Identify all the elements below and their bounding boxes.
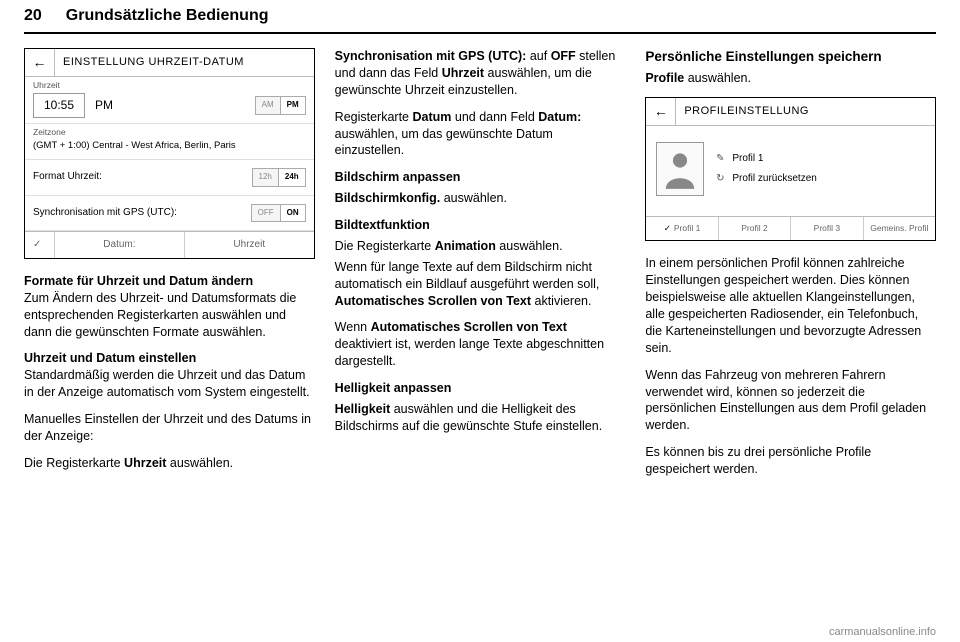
- col3-h1: Persönliche Einstellungen speichern: [645, 48, 936, 66]
- col2-p1: Synchronisation mit GPS (UTC): auf OFF s…: [335, 48, 626, 99]
- content-columns: ← EINSTELLUNG UHRZEIT-DATUM Uhrzeit 10:5…: [24, 48, 936, 620]
- format-toggle[interactable]: 12h 24h: [252, 168, 306, 187]
- profile-actions: ✎ Profil 1 ↻ Profil zurücksetzen: [714, 149, 925, 188]
- sync-toggle[interactable]: OFF ON: [251, 204, 306, 223]
- col1-p1-heading: Formate für Uhrzeit und Datum ändern: [24, 274, 253, 288]
- time-value-box[interactable]: 10:55: [33, 93, 85, 117]
- screen1-title: EINSTELLUNG UHRZEIT-DATUM: [55, 49, 314, 76]
- edit-profile-row[interactable]: ✎ Profil 1: [714, 149, 925, 169]
- col2-p2: Registerkarte Datum und dann Feld Datum:…: [335, 109, 626, 160]
- pencil-icon: ✎: [714, 152, 726, 166]
- col2-h-helligkeit: Helligkeit anpassen: [335, 380, 626, 397]
- time-date-settings-screenshot: ← EINSTELLUNG UHRZEIT-DATUM Uhrzeit 10:5…: [24, 48, 315, 259]
- zeitzone-label: Zeitzone: [25, 124, 314, 138]
- profile-avatar: [656, 142, 704, 196]
- screen2-back-button[interactable]: ←: [646, 98, 676, 125]
- screen2-title: PROFILEINSTELLUNG: [676, 98, 935, 125]
- uhrzeit-tab[interactable]: Uhrzeit: [185, 232, 314, 258]
- ampm-display: PM: [95, 97, 255, 113]
- time-row: 10:55 PM AM PM: [25, 91, 314, 123]
- sync-label: Synchronisation mit GPS (UTC):: [33, 206, 177, 220]
- off-option[interactable]: OFF: [251, 204, 281, 223]
- col1-p2-body: Standardmäßig werden die Uhrzeit und das…: [24, 368, 310, 399]
- format-row: Format Uhrzeit: 12h 24h: [25, 160, 314, 196]
- am-option[interactable]: AM: [255, 96, 281, 115]
- col2-p6: Wenn Automatisches Scrollen von Text dea…: [335, 319, 626, 370]
- profile-tabs: Profil 1 Profil 2 Profil 3 Gemeins. Prof…: [646, 216, 935, 240]
- reset-profile-label: Profil zurücksetzen: [732, 172, 816, 186]
- reset-icon: ↻: [714, 172, 726, 186]
- timezone-value[interactable]: (GMT + 1:00) Central - West Africa, Berl…: [25, 138, 314, 160]
- edit-profile-label: Profil 1: [732, 152, 763, 166]
- col1-p1-body: Zum Ändern des Uhrzeit- und Datumsformat…: [24, 291, 296, 339]
- col3-p3: Wenn das Fahrzeug von mehreren Fahrern v…: [645, 367, 936, 435]
- profile-tab-1[interactable]: Profil 1: [646, 217, 717, 240]
- col2-p7: Helligkeit auswählen und die Helligkeit …: [335, 401, 626, 435]
- col1-p2: Uhrzeit und Datum einstellen Standardmäß…: [24, 350, 315, 401]
- ampm-toggle[interactable]: AM PM: [255, 96, 306, 115]
- 24h-option[interactable]: 24h: [279, 168, 306, 187]
- col3-p2: In einem persönlichen Profil können zahl…: [645, 255, 936, 356]
- format-label: Format Uhrzeit:: [33, 170, 102, 184]
- page-header: 20 Grundsätzliche Bedienung: [24, 0, 936, 34]
- col1-p4: Die Registerkarte Uhrzeit auswählen.: [24, 455, 315, 472]
- col1-p3: Manuelles Einstellen der Uhrzeit und des…: [24, 411, 315, 445]
- col2-p4: Die Registerkarte Animation auswählen.: [335, 238, 626, 255]
- col3-p4: Es können bis zu drei persönliche Profil…: [645, 444, 936, 478]
- col1-p2-heading: Uhrzeit und Datum einstellen: [24, 351, 196, 365]
- profile-body: ✎ Profil 1 ↻ Profil zurücksetzen: [646, 126, 935, 216]
- sync-row: Synchronisation mit GPS (UTC): OFF ON: [25, 196, 314, 232]
- footer-watermark: carmanualsonline.info: [829, 626, 936, 638]
- profile-tab-shared[interactable]: Gemeins. Profil: [863, 217, 935, 240]
- page-number: 20: [24, 7, 42, 25]
- on-option[interactable]: ON: [281, 204, 306, 223]
- profile-tab-2[interactable]: Profil 2: [718, 217, 790, 240]
- screen2-titlebar: ← PROFILEINSTELLUNG: [646, 98, 935, 126]
- col3-p1: Profile auswählen.: [645, 70, 936, 87]
- col2-h-bildschirm: Bildschirm anpassen: [335, 169, 626, 186]
- col1-p1: Formate für Uhrzeit und Datum ändern Zum…: [24, 273, 315, 341]
- screen1-bottom-tabs: Datum: Uhrzeit: [25, 231, 314, 258]
- column-3: Persönliche Einstellungen speichern Prof…: [645, 48, 936, 620]
- back-button[interactable]: ←: [25, 49, 55, 76]
- profile-tab-3[interactable]: Profil 3: [790, 217, 862, 240]
- column-1: ← EINSTELLUNG UHRZEIT-DATUM Uhrzeit 10:5…: [24, 48, 315, 620]
- screen1-titlebar: ← EINSTELLUNG UHRZEIT-DATUM: [25, 49, 314, 77]
- col2-h-text: Bildtextfunktion: [335, 217, 626, 234]
- page-title: Grundsätzliche Bedienung: [66, 7, 269, 25]
- column-2: Synchronisation mit GPS (UTC): auf OFF s…: [335, 48, 626, 620]
- confirm-tab[interactable]: [25, 232, 55, 258]
- reset-profile-row[interactable]: ↻ Profil zurücksetzen: [714, 169, 925, 189]
- col2-p3: Bildschirmkonfig. auswählen.: [335, 190, 626, 207]
- col2-p5: Wenn für lange Texte auf dem Bildschirm …: [335, 259, 626, 310]
- uhrzeit-label: Uhrzeit: [25, 77, 314, 91]
- profile-settings-screenshot: ← PROFILEINSTELLUNG ✎ Profil 1 ↻: [645, 97, 936, 241]
- pm-option[interactable]: PM: [281, 96, 306, 115]
- 12h-option[interactable]: 12h: [252, 168, 279, 187]
- datum-tab[interactable]: Datum:: [55, 232, 185, 258]
- person-icon: [663, 149, 697, 189]
